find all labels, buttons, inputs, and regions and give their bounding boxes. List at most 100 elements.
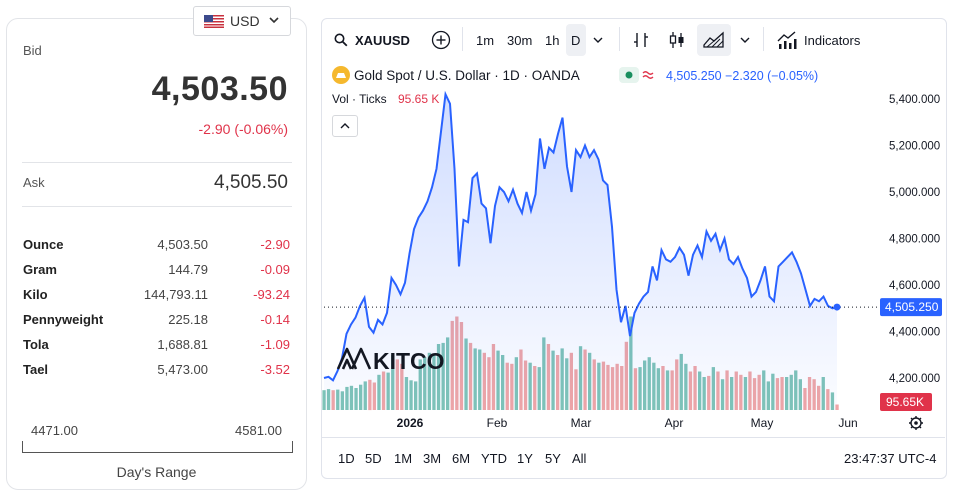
data-delay-icon bbox=[642, 71, 654, 79]
chevron-up-icon bbox=[340, 123, 350, 129]
gear-icon[interactable] bbox=[909, 416, 923, 430]
last-price-dot bbox=[833, 303, 841, 311]
unit-price: 1,688.81 bbox=[157, 337, 208, 352]
unit-row-kilo: Kilo 144,793.11 -93.24 bbox=[23, 287, 291, 307]
days-range-high: 4581.00 bbox=[235, 423, 282, 438]
y-tick-label: 5,200.000 bbox=[889, 141, 940, 153]
unit-price: 144,793.11 bbox=[143, 287, 208, 302]
interval-1h[interactable]: 1h bbox=[545, 33, 560, 48]
days-range-low: 4471.00 bbox=[31, 423, 78, 438]
last-price-badge bbox=[880, 298, 942, 317]
symbol-search[interactable]: XAUUSD bbox=[355, 33, 410, 48]
x-tick-label: Mar bbox=[571, 416, 592, 430]
unit-change: -2.90 bbox=[260, 237, 290, 252]
interval-active-bg bbox=[566, 24, 586, 56]
indicators-button[interactable]: Indicators bbox=[804, 33, 861, 48]
unit-price: 4,503.50 bbox=[157, 237, 208, 252]
unit-price: 5,473.00 bbox=[157, 362, 208, 377]
range-all[interactable]: All bbox=[572, 451, 587, 466]
legend-values: 4,505.250 −2.320 (−0.05%) bbox=[666, 69, 819, 83]
range-5d[interactable]: 5D bbox=[365, 451, 382, 466]
market-status-icon bbox=[619, 67, 639, 83]
last-volume-badge-text: 95.65K bbox=[886, 395, 924, 409]
unit-price: 144.79 bbox=[168, 262, 208, 277]
interval-30m[interactable]: 30m bbox=[507, 33, 533, 48]
unit-change: -3.52 bbox=[260, 362, 290, 377]
bid-change: -2.90 (-0.06%) bbox=[198, 121, 288, 137]
chevron-down-icon bbox=[269, 17, 279, 24]
range-5y[interactable]: 5Y bbox=[545, 451, 561, 466]
range-1m[interactable]: 1M bbox=[394, 451, 413, 466]
volume-label: Vol · Ticks bbox=[332, 92, 387, 106]
bid-price: 4,503.50 bbox=[151, 70, 288, 108]
y-tick-label: 4,200.000 bbox=[889, 373, 940, 385]
quote-panel bbox=[6, 18, 307, 490]
chart-type-active-bg bbox=[697, 24, 731, 56]
unit-name: Gram bbox=[23, 262, 57, 277]
ask-label: Ask bbox=[23, 175, 45, 190]
x-tick-label: Jun bbox=[838, 416, 857, 430]
toolbar-divider bbox=[763, 27, 764, 51]
days-range-bar bbox=[22, 441, 293, 453]
us-flag-icon bbox=[204, 15, 224, 28]
compare-add-icon[interactable] bbox=[431, 30, 451, 50]
range-6m[interactable]: 6M bbox=[452, 451, 471, 466]
kitco-watermark-logo: KITCO bbox=[336, 347, 445, 374]
divider bbox=[22, 206, 292, 207]
search-icon[interactable] bbox=[334, 33, 348, 47]
range-ytd[interactable]: YTD bbox=[481, 451, 507, 466]
y-tick-label: 5,000.000 bbox=[889, 187, 940, 199]
toolbar-divider bbox=[619, 27, 620, 51]
last-price-badge-text: 4,505.250 bbox=[885, 300, 939, 314]
unit-price: 225.18 bbox=[168, 312, 208, 327]
unit-row-tola: Tola 1,688.81 -1.09 bbox=[23, 337, 291, 357]
symbol-legend-title: Gold Spot / U.S. Dollar · 1D · OANDA bbox=[354, 68, 580, 83]
range-1y[interactable]: 1Y bbox=[517, 451, 533, 466]
unit-change: -1.09 bbox=[260, 337, 290, 352]
unit-name: Tael bbox=[23, 362, 49, 377]
unit-name: Kilo bbox=[23, 287, 48, 302]
y-tick-label: 4,800.000 bbox=[889, 234, 940, 246]
candles-chart-icon[interactable] bbox=[667, 30, 687, 50]
y-tick-label: 4,400.000 bbox=[889, 327, 940, 339]
timezone-clock[interactable]: 23:47:37 UTC-4 bbox=[844, 451, 937, 466]
days-range-label: Day's Range bbox=[116, 464, 197, 480]
watermark-text: KITCO bbox=[373, 348, 445, 374]
collapse-legend-button[interactable] bbox=[332, 115, 358, 137]
interval-1m[interactable]: 1m bbox=[476, 33, 495, 48]
unit-change: -0.09 bbox=[260, 262, 290, 277]
bid-label: Bid bbox=[23, 43, 42, 58]
indicators-icon[interactable] bbox=[776, 29, 798, 51]
area-chart-icon[interactable] bbox=[702, 30, 726, 50]
unit-row-ounce: Ounce 4,503.50 -2.90 bbox=[23, 237, 291, 257]
unit-name: Tola bbox=[23, 337, 49, 352]
volume-bar bbox=[835, 404, 839, 410]
unit-row-gram: Gram 144.79 -0.09 bbox=[23, 262, 291, 282]
divider bbox=[22, 162, 292, 163]
range-3m[interactable]: 3M bbox=[423, 451, 442, 466]
currency-code: USD bbox=[230, 13, 260, 29]
currency-select[interactable]: USD bbox=[193, 6, 291, 36]
gold-symbol-icon bbox=[332, 66, 350, 84]
unit-change: -93.24 bbox=[253, 287, 290, 302]
chevron-down-icon[interactable] bbox=[739, 35, 751, 45]
x-tick-label: Apr bbox=[665, 416, 684, 430]
unit-name: Ounce bbox=[23, 237, 64, 252]
bars-chart-icon[interactable] bbox=[631, 30, 651, 50]
price-area-fill bbox=[324, 94, 837, 411]
ask-price: 4,505.50 bbox=[214, 172, 288, 193]
toolbar-divider bbox=[462, 27, 463, 51]
interval-d[interactable]: D bbox=[571, 33, 581, 48]
unit-name: Pennyweight bbox=[23, 312, 104, 327]
unit-change: -0.14 bbox=[260, 312, 290, 327]
chevron-down-icon[interactable] bbox=[592, 35, 604, 45]
price-line bbox=[323, 90, 838, 382]
range-1d[interactable]: 1D bbox=[338, 451, 355, 466]
bottom-divider bbox=[322, 437, 945, 438]
last-volume-badge bbox=[880, 393, 932, 411]
unit-row-pennyweight: Pennyweight 225.18 -0.14 bbox=[23, 312, 291, 332]
x-tick-label: May bbox=[751, 416, 774, 430]
unit-row-tael: Tael 5,473.00 -3.52 bbox=[23, 362, 291, 382]
y-tick-label: 5,400.000 bbox=[889, 94, 940, 106]
